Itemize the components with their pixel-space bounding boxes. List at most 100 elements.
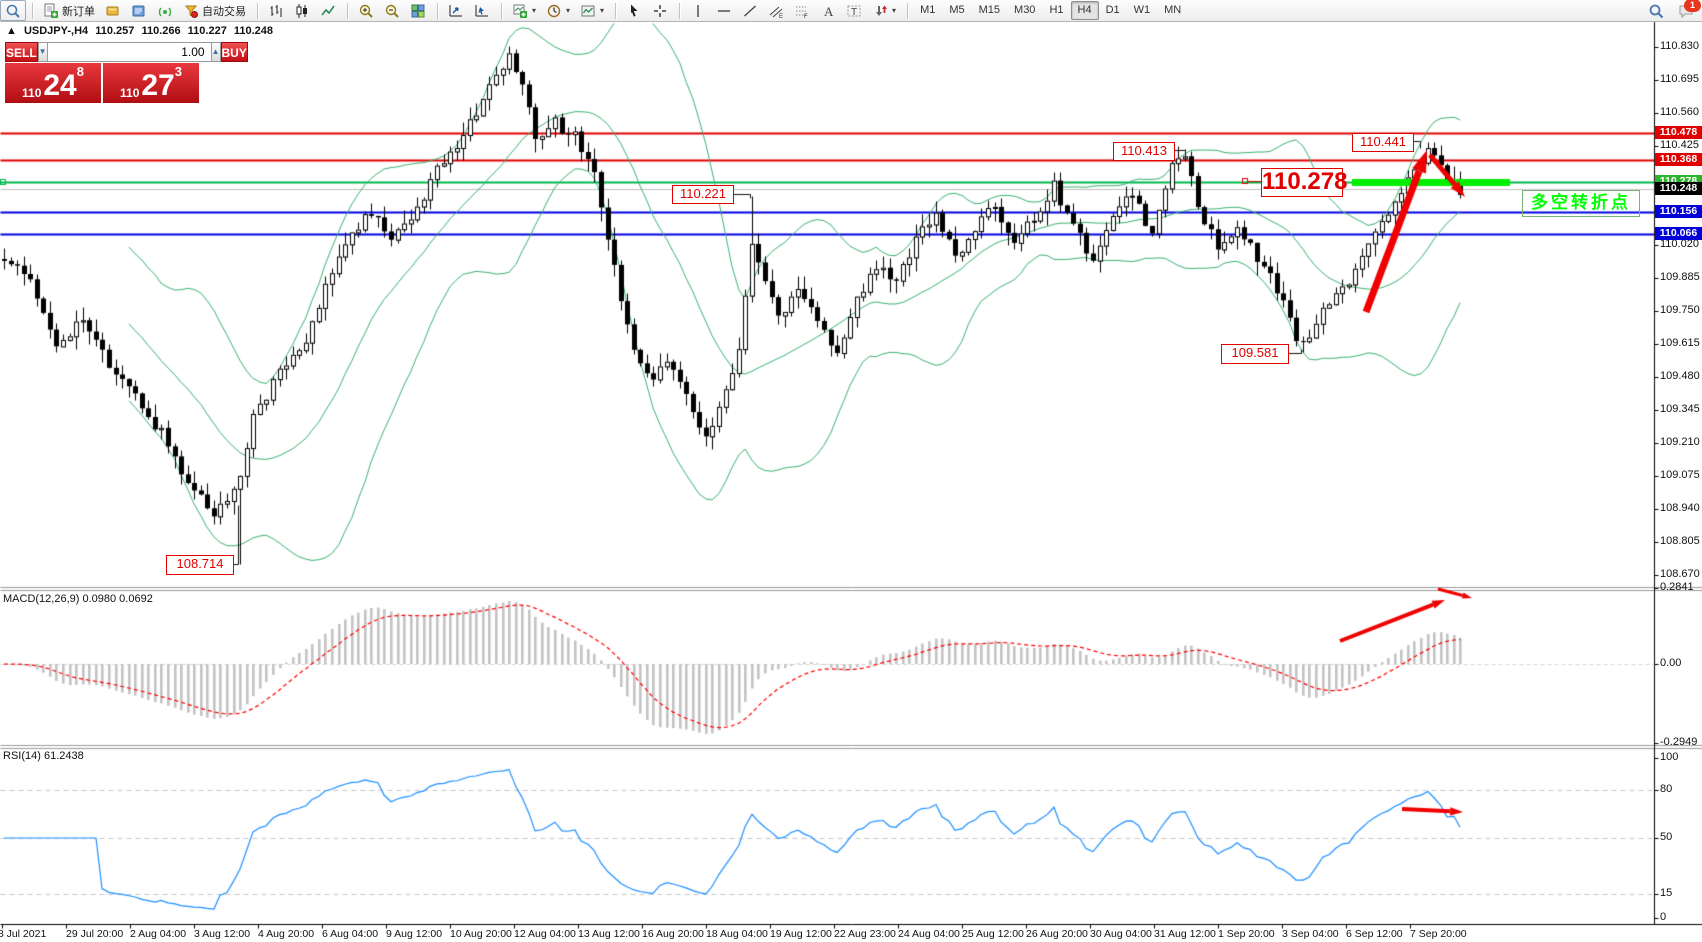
equidistant-channel-button[interactable]: E [763, 0, 789, 21]
chart-cursor-button[interactable] [469, 0, 495, 21]
price-tag: 110.368 [1655, 153, 1702, 166]
turning-point-annotation: 多空转折点 [1522, 190, 1640, 217]
price-callout: 110.413 [1113, 142, 1175, 161]
volume-up-button[interactable]: ▲ [210, 42, 221, 62]
arrow-objects-button[interactable]: ▾ [867, 0, 901, 21]
bar-chart-icon [268, 3, 284, 19]
notification-badge[interactable]: 1 [1684, 0, 1701, 12]
timeframe-m15-button[interactable]: M15 [978, 4, 1001, 16]
ohlc-high: 110.266 [141, 25, 181, 37]
zoom-out-icon [384, 3, 400, 19]
dropdown-caret-icon[interactable]: ▾ [532, 6, 537, 15]
timeframe-w1-button[interactable]: W1 [1133, 4, 1151, 16]
market-search-button[interactable] [0, 0, 26, 21]
symbol-header: ▲ USDJPY-,H4 110.257 110.266 110.227 110… [6, 25, 277, 37]
ohlc-low: 110.227 [187, 25, 227, 37]
chart-forward-icon [448, 3, 464, 19]
volume-down-button[interactable]: ▼ [37, 42, 48, 62]
ohlc-close: 110.248 [233, 25, 274, 37]
sell-button[interactable]: SELL [5, 42, 38, 62]
price-tick: 110.695 [1660, 73, 1699, 85]
buy-button[interactable]: BUY [220, 42, 248, 62]
new-order-label[interactable]: 新订单 [62, 5, 95, 18]
date-label: 9 Aug 12:00 [386, 928, 443, 940]
timeframe-h1-button[interactable]: H1 [1049, 4, 1064, 16]
zoom-in-button[interactable] [353, 0, 379, 21]
macd-label: MACD(12,26,9) 0.0980 0.0692 [3, 593, 153, 605]
date-label: 24 Aug 04:00 [898, 928, 960, 940]
cursor-arrow-icon [626, 3, 642, 19]
gold-cube-button[interactable] [100, 0, 126, 21]
sell-price-display[interactable]: 110 24 8 [5, 63, 101, 103]
bar-chart-button[interactable] [263, 0, 289, 21]
svg-text:F: F [804, 14, 808, 19]
rsi-tick: 50 [1660, 831, 1673, 843]
new-order-button[interactable]: 新订单 [38, 0, 100, 21]
dropdown-caret-icon[interactable]: ▾ [892, 6, 897, 15]
trend-line-button[interactable] [737, 0, 763, 21]
dropdown-caret-icon[interactable]: ▾ [566, 6, 571, 15]
line-chart-button[interactable] [315, 0, 341, 21]
candlestick-chart-button[interactable] [289, 0, 315, 21]
new-chart-plus-button[interactable]: ▾ [507, 0, 541, 21]
zoom-in-icon [358, 3, 374, 19]
toolbar-separator [501, 2, 503, 19]
svg-text:T: T [851, 7, 857, 18]
buy-price-big: 27 [141, 69, 175, 102]
autotrade-label[interactable]: 自动交易 [202, 5, 246, 18]
text-label-button[interactable]: T [841, 0, 867, 21]
date-label: 3 Sep 04:00 [1282, 928, 1339, 940]
toolbar-separator [907, 2, 910, 19]
autotrade-icon [183, 3, 199, 19]
price-tick: 108.805 [1660, 535, 1700, 547]
cursor-arrow-button[interactable] [621, 0, 647, 21]
timeframe-m1-button[interactable]: M1 [920, 4, 936, 16]
price-callout: 110.441 [1352, 133, 1414, 152]
signal-button[interactable] [152, 0, 178, 21]
chart-forward-button[interactable] [443, 0, 469, 21]
price-tick: 109.075 [1660, 469, 1700, 481]
crosshair-button[interactable] [647, 0, 673, 21]
timeframe-d1-button[interactable]: D1 [1105, 4, 1120, 16]
rsi-tick: 100 [1660, 751, 1679, 763]
horizontal-line-button[interactable] [711, 0, 737, 21]
zoom-out-button[interactable] [379, 0, 405, 21]
fibonacci-button[interactable]: F [789, 0, 815, 21]
text-a-button[interactable]: A [815, 0, 841, 21]
price-tick: 110.020 [1660, 238, 1699, 250]
sell-price-pipette: 8 [76, 64, 84, 79]
timeframe-mn-button[interactable]: MN [1164, 4, 1182, 16]
rsi-tick: 15 [1660, 887, 1673, 899]
toolbar-separator [437, 2, 439, 19]
date-label: 2 Aug 04:00 [130, 928, 187, 940]
date-label: 12 Aug 04:00 [514, 928, 576, 940]
rsi-label: RSI(14) 61.2438 [3, 750, 84, 762]
tile-windows-button[interactable] [405, 0, 431, 21]
period-clock-button[interactable]: ▾ [541, 0, 575, 21]
dropdown-caret-icon[interactable]: ▾ [600, 6, 605, 15]
svg-text:A: A [824, 4, 834, 19]
autotrade-button[interactable]: 自动交易 [178, 0, 251, 21]
price-callout: 108.714 [166, 555, 234, 575]
template-chart-icon [580, 3, 596, 19]
collapse-triangle-icon[interactable]: ▲ [6, 25, 17, 37]
metaeditor-icon [131, 3, 147, 19]
signal-icon [157, 3, 173, 19]
search-icon[interactable] [1648, 3, 1664, 19]
timeframe-h4-button[interactable]: H4 [1070, 1, 1099, 20]
timeframe-m30-button[interactable]: M30 [1014, 4, 1036, 16]
date-label: 26 Aug 20:00 [1026, 928, 1088, 940]
buy-price-display[interactable]: 110 27 3 [103, 63, 199, 103]
timeframe-m5-button[interactable]: M5 [949, 4, 965, 16]
macd-tick: 0.2841 [1660, 581, 1694, 593]
price-tag: 110.066 [1655, 227, 1702, 240]
toolbar-separator [615, 2, 618, 19]
vertical-line-button[interactable] [685, 0, 711, 21]
template-chart-button[interactable]: ▾ [575, 0, 609, 21]
macd-tick: -0.2949 [1660, 736, 1698, 748]
volume-input[interactable] [47, 42, 211, 62]
metaeditor-button[interactable] [126, 0, 152, 21]
date-label: 25 Aug 12:00 [962, 928, 1024, 940]
